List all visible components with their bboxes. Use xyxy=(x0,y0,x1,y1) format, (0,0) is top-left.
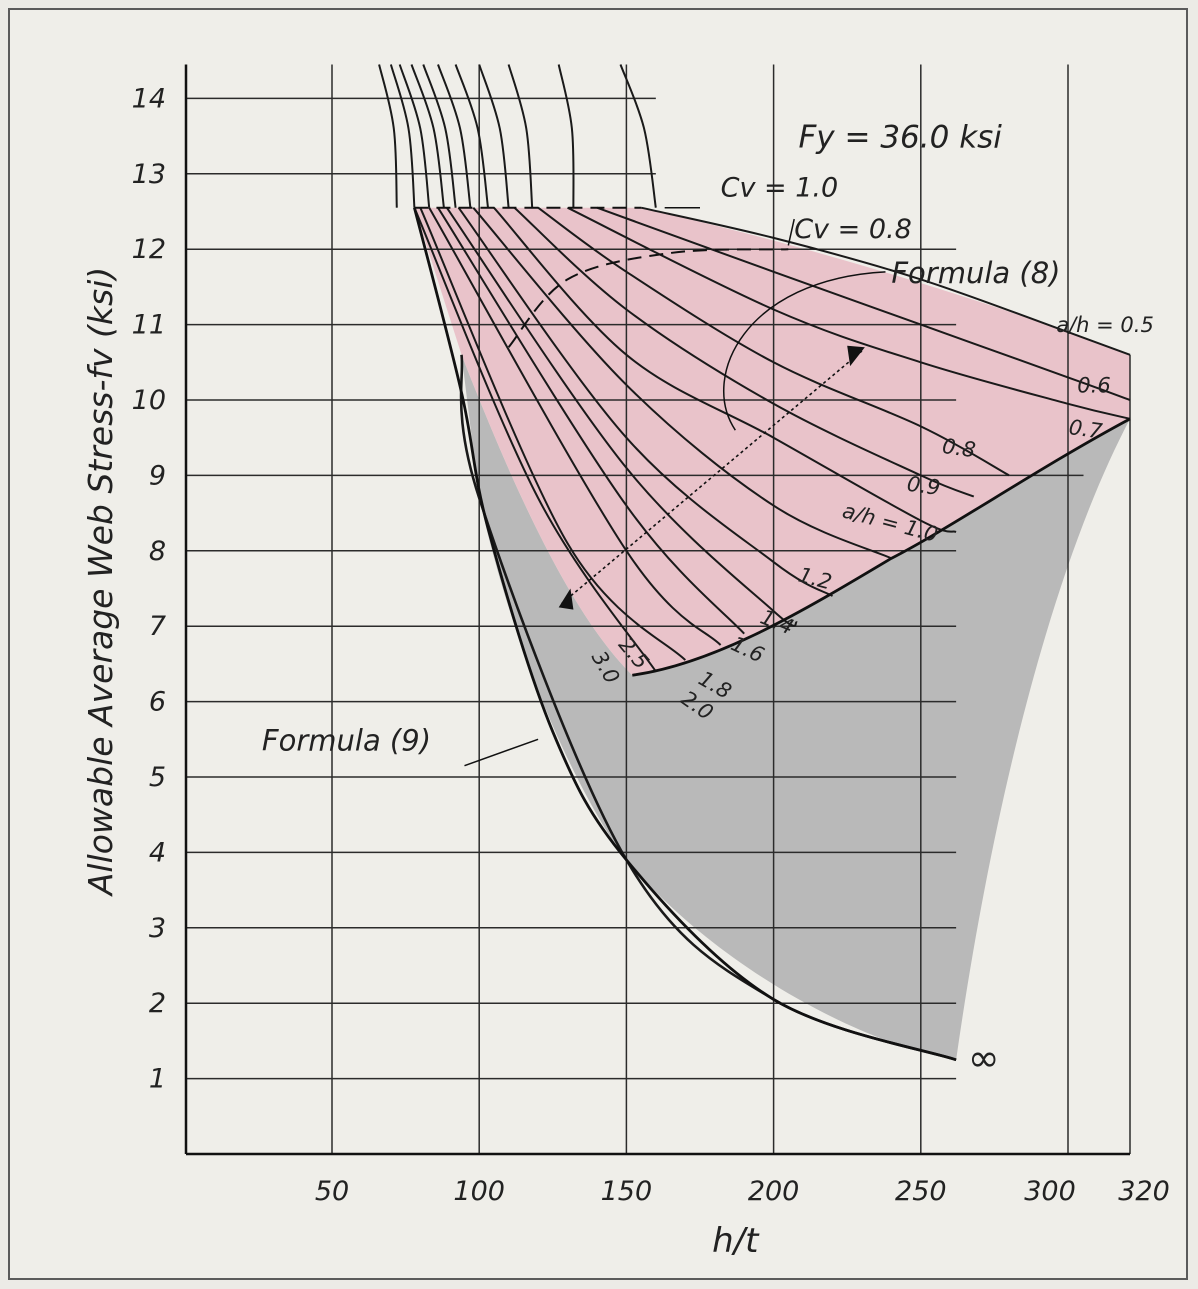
series-line xyxy=(493,207,957,533)
y-tick-label: 2 xyxy=(149,988,166,1019)
y-tick-label: 13 xyxy=(132,159,166,190)
y-tick-label: 4 xyxy=(149,837,166,868)
series-line xyxy=(428,207,722,646)
buckling-curve xyxy=(398,64,431,208)
x-tick-label: 200 xyxy=(748,1176,800,1207)
buckling-curve xyxy=(389,64,416,208)
chart-title: Fy = 36.0 ksi xyxy=(798,119,1002,155)
x-tick-label: 50 xyxy=(315,1176,349,1207)
infinity-label: ∞ xyxy=(968,1036,1000,1080)
formula-8-boundary xyxy=(632,417,1131,677)
y-tick-label: 3 xyxy=(149,913,166,944)
y-axis-label: Allowable Average Web Stress-fv (ksi) xyxy=(81,267,120,897)
formula-8-label: Formula (8) xyxy=(891,256,1060,290)
y-tick-label: 11 xyxy=(132,310,166,341)
buckling-curve xyxy=(557,64,575,208)
y-tick-label: 12 xyxy=(132,234,166,265)
curve-label: 0.7 xyxy=(1067,415,1104,444)
cv-08-dashed-line xyxy=(507,248,789,348)
curve-label: 0.9 xyxy=(905,472,941,500)
y-tick-label: 7 xyxy=(149,611,166,642)
formula-9-label: Formula (9) xyxy=(262,724,431,758)
series-line xyxy=(567,206,1131,420)
cv-08-label: Cv = 0.8 xyxy=(794,214,912,245)
x-tick-label: 300 xyxy=(1024,1176,1076,1207)
buckling-curve xyxy=(619,64,657,208)
series-line xyxy=(640,206,1131,356)
chart-frame: 50 100 150 200 250 300 320 1 2 3 4 5 6 7 8 9 10 11 12 13 14 … xyxy=(8,8,1188,1280)
x-tick-label: 250 xyxy=(895,1176,947,1207)
cv-08-leader xyxy=(787,218,795,246)
buckling-curve xyxy=(478,64,510,208)
y-tick-label: 10 xyxy=(132,385,166,416)
y-tick-label: 6 xyxy=(149,687,166,718)
x-tick-label: 100 xyxy=(453,1176,505,1207)
buckling-curve xyxy=(422,64,457,208)
formula-9-leader xyxy=(464,738,539,767)
y-tick-label: 1 xyxy=(149,1064,166,1095)
arrowhead xyxy=(558,588,574,610)
curve-label: a/h = 0.5 xyxy=(1056,313,1154,337)
series-line xyxy=(537,206,1010,477)
y-tick-label: 5 xyxy=(149,762,166,793)
formula-8-leader xyxy=(722,271,886,431)
y-tick-label: 9 xyxy=(149,460,166,491)
arrowhead xyxy=(847,345,865,367)
x-tick-label: 150 xyxy=(601,1176,653,1207)
formula-8-arrow xyxy=(561,350,863,605)
chart-svg: 50 100 150 200 250 300 3201234567891011121314 … xyxy=(81,64,1170,1261)
x-tick-label: 320 xyxy=(1118,1176,1170,1207)
curve-label: 0.8 xyxy=(941,434,977,462)
x-axis-label: h/t xyxy=(712,1221,760,1261)
y-tick-label: 14 xyxy=(132,83,166,114)
buckling-curve xyxy=(454,64,489,208)
curve-label: 0.6 xyxy=(1077,373,1110,397)
series-line xyxy=(457,207,833,597)
series-line xyxy=(472,207,892,560)
series-line xyxy=(437,207,745,635)
buckling-curve xyxy=(507,64,534,208)
cv-1-label: Cv = 1.0 xyxy=(721,172,839,203)
series-line xyxy=(596,206,1131,401)
buckling-curve xyxy=(378,64,398,208)
series-line xyxy=(419,207,687,661)
series-line xyxy=(413,207,657,672)
formula-9-curve xyxy=(413,207,957,1062)
grey-region xyxy=(461,354,1130,1060)
y-tick-label: 8 xyxy=(149,536,166,567)
buckling-curve xyxy=(410,64,445,208)
series-line xyxy=(513,206,975,498)
buckling-curve xyxy=(437,64,472,208)
